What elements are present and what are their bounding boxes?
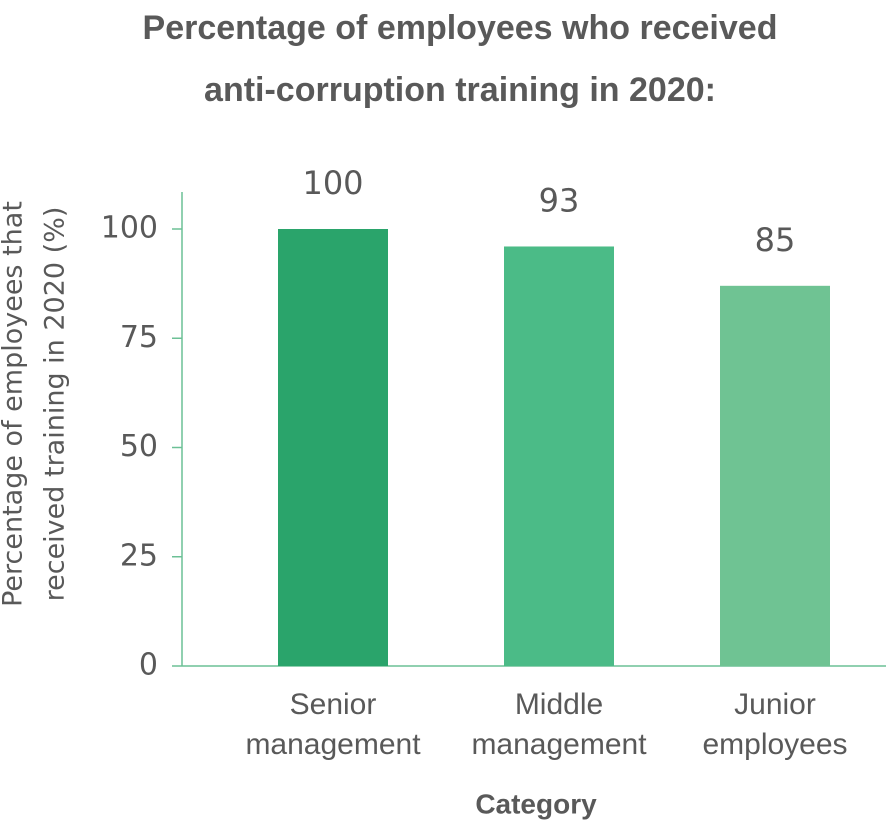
x-axis-title-text: Category: [475, 788, 597, 819]
y-axis-title: Percentage of employees that received tra…: [0, 201, 71, 607]
category-label: management: [471, 728, 647, 761]
y-tick-label: 100: [101, 211, 158, 246]
data-label: 100: [302, 164, 363, 202]
chart-title: Percentage of employees who received anti…: [143, 9, 778, 109]
category-label: Junior: [734, 688, 816, 721]
y-tick-label: 25: [120, 538, 158, 573]
chart-title-line: Percentage of employees who received: [143, 9, 778, 47]
category-label: management: [245, 728, 421, 761]
data-labels: 100 93 85: [302, 164, 795, 259]
bar: [278, 229, 388, 666]
y-axis-ticks: 0 25 50 75 100: [101, 211, 158, 683]
data-label: 93: [539, 181, 580, 219]
category-label: Senior: [290, 688, 377, 721]
y-axis-title-line: Percentage of employees that: [0, 201, 29, 607]
bars: [278, 229, 830, 667]
x-axis-title: Category: [475, 788, 597, 819]
category-label: employees: [702, 728, 847, 761]
y-tick-label: 75: [120, 320, 158, 355]
y-axis-title-line: received training in 2020 (%): [40, 207, 71, 602]
bar: [720, 285, 830, 666]
data-label: 85: [755, 221, 796, 259]
category-label: Middle: [515, 688, 603, 721]
y-tick-label: 50: [120, 429, 158, 464]
y-tick-label: 0: [139, 648, 158, 683]
category-labels: Senior management Middle management Junior em…: [245, 688, 847, 761]
chart-title-line: anti-corruption training in 2020:: [204, 71, 716, 109]
bar: [504, 246, 614, 667]
